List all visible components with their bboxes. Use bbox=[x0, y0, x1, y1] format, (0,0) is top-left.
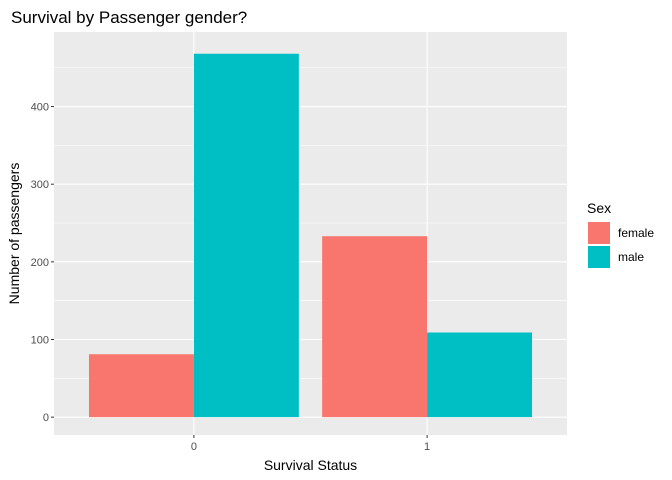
y-axis-title: Number of passengers bbox=[6, 163, 22, 305]
y-tick-label: 100 bbox=[31, 334, 49, 346]
bar-male bbox=[427, 332, 533, 418]
x-axis-title: Survival Status bbox=[264, 457, 357, 473]
x-tick-label: 0 bbox=[191, 441, 197, 453]
x-tick-label: 1 bbox=[424, 441, 430, 453]
legend: Sex female male bbox=[587, 200, 654, 268]
bar-female bbox=[88, 354, 194, 418]
y-tick-label: 400 bbox=[31, 102, 49, 114]
bar-male bbox=[193, 53, 299, 418]
bar-female bbox=[322, 236, 428, 418]
y-tick-label: 0 bbox=[43, 412, 49, 424]
legend-label-male: male bbox=[618, 250, 644, 264]
chart-title: Survival by Passenger gender? bbox=[11, 8, 247, 27]
legend-title: Sex bbox=[587, 200, 611, 216]
legend-key-female bbox=[588, 222, 610, 244]
legend-key-male bbox=[588, 246, 610, 268]
legend-label-female: female bbox=[618, 226, 654, 240]
y-tick-label: 200 bbox=[31, 257, 49, 269]
y-axis: 0 100 200 300 400 bbox=[31, 102, 54, 424]
bars bbox=[88, 53, 533, 418]
y-tick-label: 300 bbox=[31, 179, 49, 191]
